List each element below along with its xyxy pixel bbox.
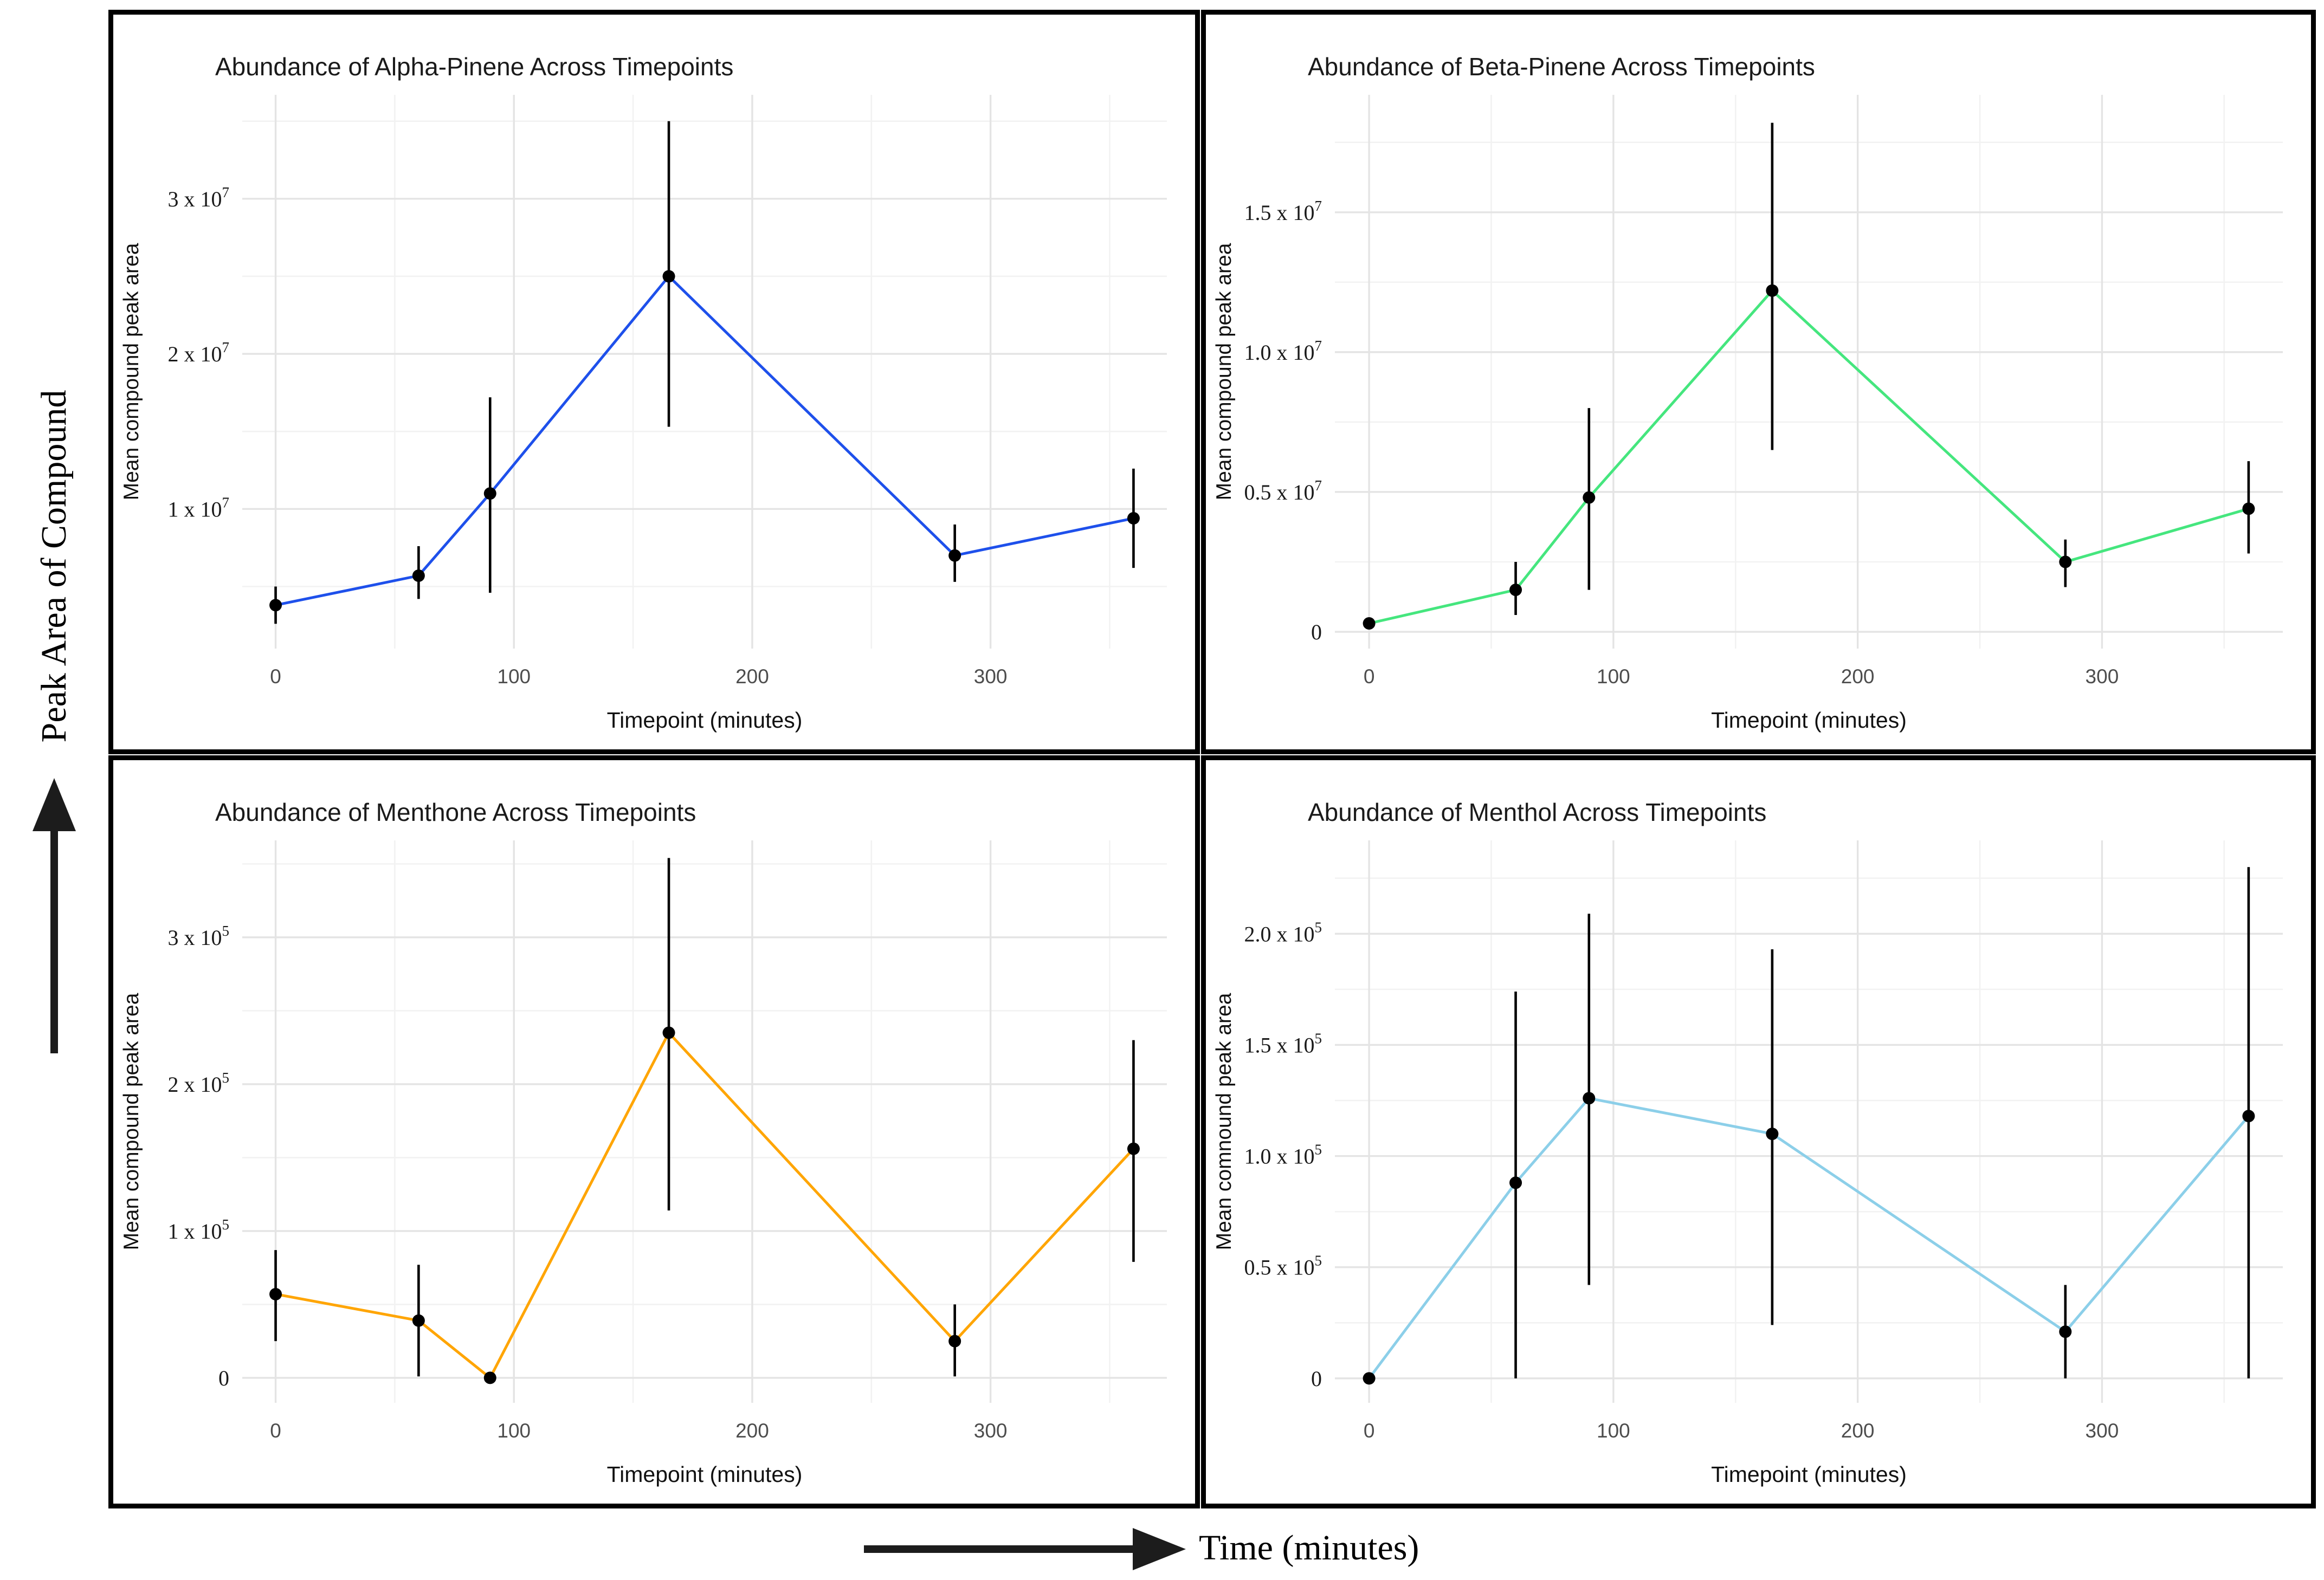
time-axis-label: Time (minutes) (1199, 1528, 1419, 1568)
panel-beta-pinene: 0 100 200 300 0 0.5 x 107 1.0 x 107 1.5 x 107 Ab… (1201, 10, 2316, 754)
x-tick-label: 300 (2086, 1420, 2119, 1442)
data-point (1583, 491, 1596, 504)
y-axis-title: Mean comnound peak area (1212, 993, 1236, 1250)
x-axis-title: Timepoint (minutes) (607, 1462, 803, 1487)
data-point (412, 1314, 425, 1327)
x-tick-label: 200 (735, 665, 769, 688)
x-tick-label: 100 (1597, 665, 1630, 688)
data-point (948, 1335, 961, 1348)
y-tick-label: 1.5 x 107 (1244, 198, 1322, 225)
x-axis-title: Timepoint (minutes) (1711, 1462, 1907, 1487)
x-tick-label: 200 (1841, 1420, 1875, 1442)
y-tick-label: 0.5 x 105 (1244, 1253, 1322, 1280)
y-tick-label: 1 x 105 (168, 1216, 230, 1244)
gridlines (1335, 95, 2283, 649)
data-point (1766, 284, 1779, 297)
gridlines (1335, 840, 2283, 1403)
up-arrow-icon (33, 778, 76, 1053)
y-axis-title: Mean compound peak area (120, 993, 143, 1250)
x-tick-label: 100 (497, 1420, 531, 1442)
panel-alpha-pinene: 0 100 200 300 1 x 107 2 x 107 3 x 107 Abundance… (108, 10, 1200, 754)
y-tick-label: 0 (218, 1366, 229, 1390)
y-tick-label: 3 x 107 (168, 184, 230, 211)
series-line (275, 1031, 1135, 1380)
y-tick-label: 0.5 x 107 (1244, 477, 1322, 504)
y-axis-title: Mean compound peak area (1212, 243, 1236, 500)
y-tick-label: 3 x 105 (168, 923, 230, 950)
beta-pinene-chart-canvas: 0 100 200 300 0 0.5 x 107 1.0 x 107 1.5 x 107 Ab… (1212, 53, 2283, 733)
y-tick-label: 1.0 x 107 (1244, 338, 1322, 365)
x-tick-label: 0 (1364, 1420, 1375, 1442)
x-tick-label: 100 (497, 665, 531, 688)
x-tick-label: 200 (735, 1420, 769, 1442)
x-tick-label: 0 (1364, 665, 1375, 688)
chart-title: Abundance of Beta-Pinene Across Timepoin… (1308, 53, 1815, 81)
data-point (662, 270, 675, 283)
x-tick-label: 0 (270, 665, 281, 688)
x-tick-label: 100 (1597, 1420, 1630, 1442)
series-line (275, 275, 1134, 607)
x-tick-label: 300 (974, 1420, 1008, 1442)
data-point (2242, 1110, 2255, 1123)
x-tick-label: 300 (2086, 665, 2119, 688)
data-point (1509, 1176, 1522, 1189)
data-point (412, 569, 425, 582)
up-arrow-head (33, 778, 76, 831)
data-point (269, 599, 282, 612)
x-tick-label: 200 (1841, 665, 1875, 688)
y-tick-label: 1.0 x 105 (1244, 1142, 1322, 1169)
y-axis-title: Mean compound peak area (120, 243, 143, 500)
data-point (2242, 502, 2255, 515)
data-point (1766, 1128, 1779, 1141)
y-tick-label: 0 (1311, 620, 1322, 644)
series-line (1368, 1097, 2250, 1380)
data-point (269, 1287, 282, 1300)
panel-menthol: 0 100 200 300 0 0.5 x 105 1.0 x 105 1.5 x 105 2.… (1201, 755, 2316, 1508)
data-point (1127, 1142, 1140, 1155)
data-point (1363, 617, 1376, 630)
data-point (2059, 1325, 2072, 1338)
chart-title: Abundance of Alpha-Pinene Across Timepoi… (215, 53, 733, 81)
x-tick-label: 0 (270, 1420, 281, 1442)
y-tick-label: 1 x 107 (168, 494, 230, 521)
data-point (1583, 1092, 1596, 1105)
data-point (1363, 1372, 1376, 1385)
menthol-chart-canvas: 0 100 200 300 0 0.5 x 105 1.0 x 105 1.5 x 105 2.… (1212, 798, 2283, 1487)
data-point (1509, 584, 1522, 597)
y-tick-label: 1.5 x 105 (1244, 1030, 1322, 1057)
y-tick-label: 0 (1311, 1367, 1322, 1391)
y-tick-label: 2 x 107 (168, 339, 230, 366)
data-point (483, 1371, 496, 1384)
alpha-pinene-chart-canvas: 0 100 200 300 1 x 107 2 x 107 3 x 107 Abundance… (120, 53, 1167, 733)
chart-title: Abundance of Menthone Across Timepoints (215, 798, 696, 826)
data-point (2059, 555, 2072, 568)
right-arrow-icon (864, 1528, 1186, 1570)
gridlines (242, 840, 1167, 1403)
data-point (1127, 512, 1140, 525)
chart-title: Abundance of Menthol Across Timepoints (1308, 798, 1766, 826)
panel-menthone: 0 100 200 300 0 1 x 105 2 x 105 3 x 105 Abundanc… (108, 755, 1200, 1508)
menthone-chart-canvas: 0 100 200 300 0 1 x 105 2 x 105 3 x 105 Abundanc… (120, 798, 1167, 1487)
data-point (948, 549, 961, 562)
data-point (662, 1026, 675, 1039)
x-tick-label: 300 (974, 665, 1008, 688)
y-tick-label: 2 x 105 (168, 1070, 230, 1097)
x-axis-title: Timepoint (minutes) (607, 708, 803, 733)
right-arrow-head (1133, 1528, 1186, 1570)
series-line (1368, 289, 2249, 625)
y-tick-label: 2.0 x 105 (1244, 919, 1322, 946)
data-point (483, 487, 496, 500)
x-axis-title: Timepoint (minutes) (1711, 708, 1907, 733)
gridlines (242, 95, 1167, 649)
